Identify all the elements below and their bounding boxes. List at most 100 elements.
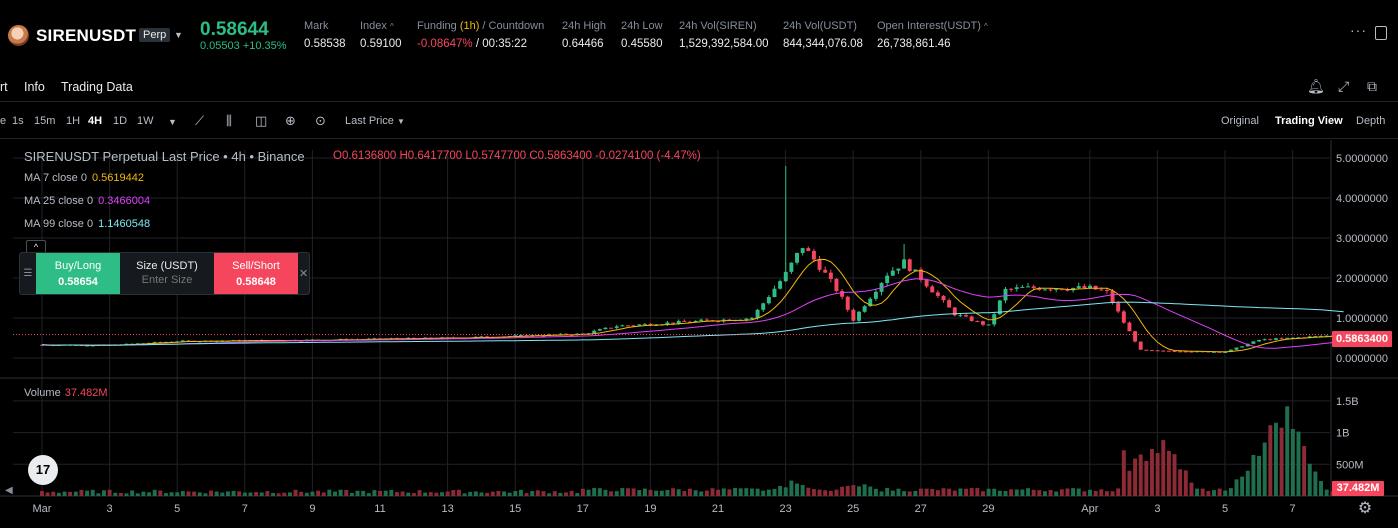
tab-trading-data[interactable]: Trading Data: [61, 80, 133, 94]
stat-index[interactable]: Index ^ 0.59100: [360, 20, 402, 50]
indicator-icon[interactable]: ⟋: [195, 113, 205, 128]
volume-bar: [513, 491, 518, 496]
volume-bar: [1026, 488, 1031, 496]
price-type-select[interactable]: Last Price ▼: [345, 115, 405, 127]
candle-body: [1290, 337, 1295, 339]
volume-bar: [1206, 491, 1211, 496]
volume-bar: [930, 488, 935, 496]
volume-bar: [1178, 469, 1183, 496]
volume-bar: [163, 493, 168, 496]
volume-bar: [676, 489, 681, 496]
volume-bar: [1155, 453, 1160, 496]
tradingview-logo[interactable]: 17: [28, 455, 58, 485]
volume-bar: [772, 488, 777, 496]
interval-partial[interactable]: e: [0, 115, 7, 127]
candle-body: [789, 262, 794, 272]
volume-bar: [299, 491, 304, 496]
interval-4h[interactable]: 4H: [88, 115, 103, 127]
size-input[interactable]: [124, 274, 210, 286]
volume-bar: [783, 487, 788, 496]
volume-bar: [744, 488, 749, 496]
tab-info[interactable]: Info: [24, 80, 45, 94]
interval-1s[interactable]: 1s: [12, 115, 24, 127]
candle-type-icon[interactable]: ⫼: [226, 113, 232, 128]
symbol-dropdown-icon[interactable]: ▼: [174, 30, 183, 40]
gear-icon[interactable]: ⚙: [1357, 500, 1373, 517]
volume-bar: [1302, 446, 1307, 496]
interval-1h[interactable]: 1H: [66, 115, 81, 127]
more-icon[interactable]: ···: [1350, 22, 1367, 38]
document-icon[interactable]: [1375, 26, 1387, 40]
volume-bar: [394, 492, 399, 496]
stat-open-interest[interactable]: Open Interest(USDT) ^ 26,738,861.46: [877, 20, 988, 50]
volume-legend[interactable]: Volume 37.482M: [24, 387, 108, 399]
candle-body: [158, 341, 163, 343]
camera-icon[interactable]: ◫: [255, 113, 268, 128]
candle-body: [958, 315, 963, 317]
volume-bar: [1099, 489, 1104, 496]
candle-body: [986, 324, 991, 326]
volume-bar: [90, 489, 95, 496]
candle-body: [772, 288, 777, 298]
bell-icon[interactable]: 🔔︎: [1307, 78, 1325, 94]
tab-chart[interactable]: rt: [0, 80, 8, 94]
stat-24h-low: 24h Low 0.45580: [621, 20, 663, 50]
volume-bar: [862, 484, 867, 496]
volume-bar: [411, 493, 416, 496]
chart-toolbar: e 1s 15m 1H 4H 1D 1W ▼ ⟋ ⫼ ◫ ⊕ ⊙ Last Pr…: [0, 103, 1398, 139]
interval-1d[interactable]: 1D: [113, 115, 128, 127]
candle-body: [806, 248, 811, 251]
add-icon[interactable]: ⊕: [285, 113, 296, 128]
target-icon[interactable]: ⊙: [315, 113, 326, 128]
volume-bar: [372, 490, 377, 496]
ma7-legend[interactable]: MA 7 close 0 0.5619442: [24, 172, 144, 184]
view-original[interactable]: Original: [1221, 115, 1259, 127]
volume-bar: [51, 491, 56, 496]
volume-bar: [969, 488, 974, 496]
volume-bar: [530, 491, 535, 496]
volume-tick-label: 500M: [1336, 459, 1364, 471]
volume-bar: [79, 489, 84, 496]
interval-15m[interactable]: 15m: [34, 115, 56, 127]
buy-long-button[interactable]: Buy/Long 0.58654: [36, 253, 120, 294]
price-tick-label: 5.0000000: [1336, 153, 1388, 165]
sell-short-button[interactable]: Sell/Short 0.58648: [214, 253, 298, 294]
ma25-legend[interactable]: MA 25 close 0 0.3466004: [24, 195, 150, 207]
volume-bar: [947, 488, 952, 496]
volume-bar: [1009, 489, 1014, 496]
scroll-left-icon[interactable]: ◀: [5, 485, 13, 496]
volume-bar: [716, 489, 721, 496]
buy-price: 0.58654: [58, 276, 98, 288]
volume-bar: [958, 488, 963, 496]
view-depth[interactable]: Depth: [1356, 115, 1386, 127]
volume-bar: [795, 483, 799, 496]
volume-bar: [180, 491, 185, 496]
ma99-legend[interactable]: MA 99 close 0 1.1460548: [24, 218, 150, 230]
volume-bar: [1268, 425, 1273, 496]
candle-body: [1116, 303, 1121, 312]
expand-icon[interactable]: ⤢: [1338, 78, 1350, 94]
volume-bar: [1037, 490, 1042, 496]
candle-body: [795, 252, 799, 263]
symbol-name[interactable]: SIRENUSDT: [36, 26, 137, 45]
time-tick-label: 29: [982, 503, 994, 515]
volume-bar: [789, 480, 794, 496]
price-chart[interactable]: 5.0000000 4.0000000 3.0000000 2.0000000 1.00…: [0, 140, 1398, 528]
close-icon[interactable]: ✕: [299, 268, 309, 280]
chevron-down-icon: ▼: [396, 117, 405, 126]
view-trading-view[interactable]: Trading View: [1275, 115, 1343, 127]
pip-icon[interactable]: ⧉: [1367, 78, 1377, 94]
candle-body: [620, 325, 625, 327]
stat-value: 26,738,861.46: [877, 38, 951, 50]
stat-label: Funding (1h) / Countdown: [417, 20, 545, 32]
drag-handle-icon[interactable]: ☰: [23, 268, 33, 279]
interval-1w[interactable]: 1W: [137, 115, 154, 127]
volume-bar: [214, 491, 219, 496]
candle-body: [980, 321, 985, 325]
volume-bar: [964, 488, 969, 496]
stat-label: Open Interest(USDT) ^: [877, 20, 988, 32]
interval-dropdown-icon[interactable]: ▼: [168, 117, 177, 127]
chevron-up-icon: ^: [389, 22, 394, 31]
candle-body: [626, 325, 630, 327]
volume-bar: [1104, 491, 1109, 496]
